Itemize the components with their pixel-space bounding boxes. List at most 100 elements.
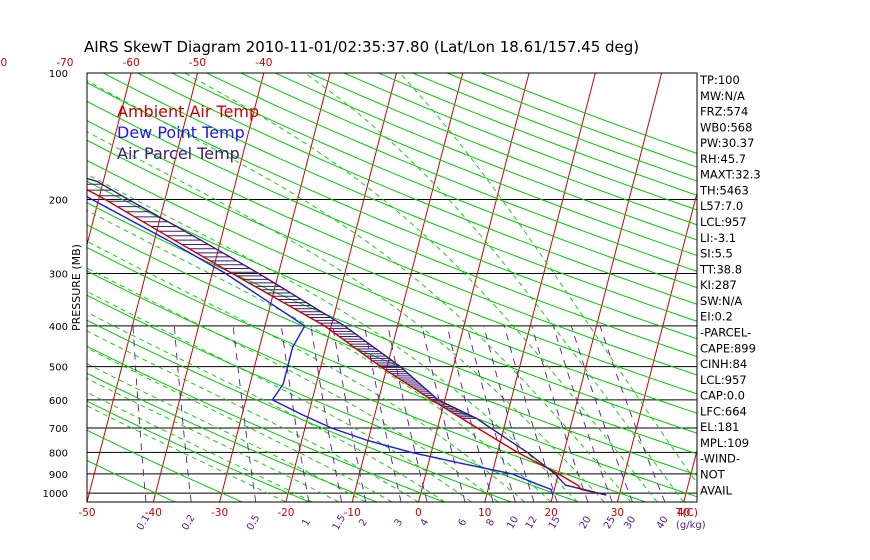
top-tick-label: -50 (189, 57, 206, 69)
moist-adiabat-line (399, 73, 697, 484)
mixing-ratio-tick-label: 3 (393, 517, 406, 528)
data-point (577, 485, 580, 487)
mixing-ratio-line (552, 325, 613, 502)
dry-adiabat-line (87, 82, 697, 340)
isotherm-line (616, 191, 697, 502)
data-point (167, 239, 169, 241)
index-label: AVAIL (700, 483, 733, 497)
dry-adiabat-line (274, 73, 697, 241)
dry-adiabat-line (87, 270, 646, 502)
data-point (367, 440, 369, 442)
data-point (557, 473, 559, 475)
data-point (379, 366, 382, 368)
dry-adiabat-line (171, 73, 697, 289)
moist-adiabat-line (87, 377, 340, 502)
mixing-ratio-tick-label: 30 (622, 515, 638, 532)
mixing-ratio-line (421, 325, 466, 502)
index-label: PW:30.37 (700, 136, 754, 150)
data-point (461, 462, 463, 465)
data-point (271, 399, 274, 401)
dry-adiabat-line (240, 73, 697, 257)
moist-adiabat-line (304, 73, 685, 502)
mixing-ratio-line (483, 325, 535, 502)
dry-adiabat-line (87, 246, 697, 498)
pressure-tick-label: 200 (49, 195, 68, 206)
data-point (200, 239, 202, 241)
pressure-tick-label: 500 (49, 363, 68, 374)
mixing-ratio-tick-label: 1 (300, 517, 313, 528)
index-label: -PARCEL- (700, 325, 751, 339)
data-point (475, 417, 478, 419)
mixing-ratio-line (280, 325, 310, 502)
data-point (550, 488, 552, 491)
legend-item: Dew Point Temp (117, 123, 245, 142)
bottom-temperature-ticks: -50 -40 -30 -20 -10 0 10 20 30 40 (78, 507, 690, 519)
top-tick-label: -70 (56, 57, 73, 69)
isotherm-line (816, 73, 870, 502)
data-point (516, 451, 519, 453)
index-label: EL:181 (700, 420, 740, 434)
moist-adiabat-lines (87, 73, 697, 502)
data-point (430, 399, 433, 401)
moist-adiabat-line (87, 240, 525, 502)
isotherm-line (484, 73, 596, 502)
dry-adiabat-line (87, 139, 697, 395)
isotherm-line (87, 73, 198, 502)
chart-title: AIRS SkewT Diagram 2010-11-01/02:35:37.8… (84, 38, 639, 56)
index-label: NOT (700, 468, 726, 482)
top-tick-label: -80 (0, 57, 7, 69)
moist-adiabat-line (87, 330, 419, 502)
data-point (343, 325, 346, 327)
index-label: TP:100 (699, 73, 740, 87)
isotherm-line (418, 73, 530, 502)
mixing-ratio-tick-label: 10 (505, 515, 521, 532)
mixing-ratio-tick-label: 2 (357, 517, 370, 528)
data-point (127, 198, 130, 201)
dry-adiabat-line (412, 73, 697, 182)
index-label: MPL:109 (700, 436, 749, 450)
isotherm-line (750, 73, 861, 502)
mixing-ratio-line (310, 325, 343, 502)
index-label: MAXT:32.3 (700, 168, 761, 182)
isotherm-line (285, 73, 397, 502)
pressure-tick-label: 400 (49, 322, 68, 333)
bottom-tick-label: -40 (145, 507, 162, 519)
mixing-ratio-line (364, 325, 402, 502)
index-label: EI:0.2 (700, 310, 733, 324)
dry-adiabat-line (87, 180, 697, 434)
index-label: FRZ:574 (700, 105, 748, 119)
bottom-tick-label: 20 (544, 507, 557, 519)
data-point (554, 473, 556, 475)
mixing-ratio-line (599, 325, 666, 502)
data-point (552, 494, 554, 496)
mixing-ratio-tick-label: 20 (578, 515, 594, 532)
top-tick-label: -60 (123, 57, 140, 69)
data-point (104, 198, 106, 201)
bottom-tick-label: -50 (78, 507, 95, 519)
data-point (490, 427, 492, 429)
index-label: SI:5.5 (700, 247, 733, 261)
index-label: KI:287 (700, 278, 737, 292)
mixing-ratio-tick-label: 0.5 (245, 513, 262, 532)
data-point (96, 180, 98, 182)
data-point (173, 239, 175, 241)
moist-adiabat-line (184, 73, 658, 502)
moist-adiabat-line (87, 209, 552, 502)
bottom-tick-label: -30 (211, 507, 228, 519)
pressure-tick-label: 300 (49, 269, 68, 280)
data-point (511, 473, 513, 475)
isotherm-line (152, 73, 265, 502)
data-point (12, 120, 13, 121)
data-point (287, 366, 289, 368)
dry-adiabat-line (87, 202, 697, 455)
dry-adiabat-line (206, 73, 697, 272)
index-label: TH:5463 (699, 183, 749, 197)
data-point (605, 494, 607, 496)
data-point (535, 483, 537, 485)
mixing-ratio-unit-label: (g/kg) (676, 520, 706, 531)
data-point (324, 325, 326, 327)
bottom-tick-label: 10 (478, 507, 491, 519)
moist-adiabat-line (87, 363, 366, 502)
mixing-ratio-line (531, 325, 589, 502)
